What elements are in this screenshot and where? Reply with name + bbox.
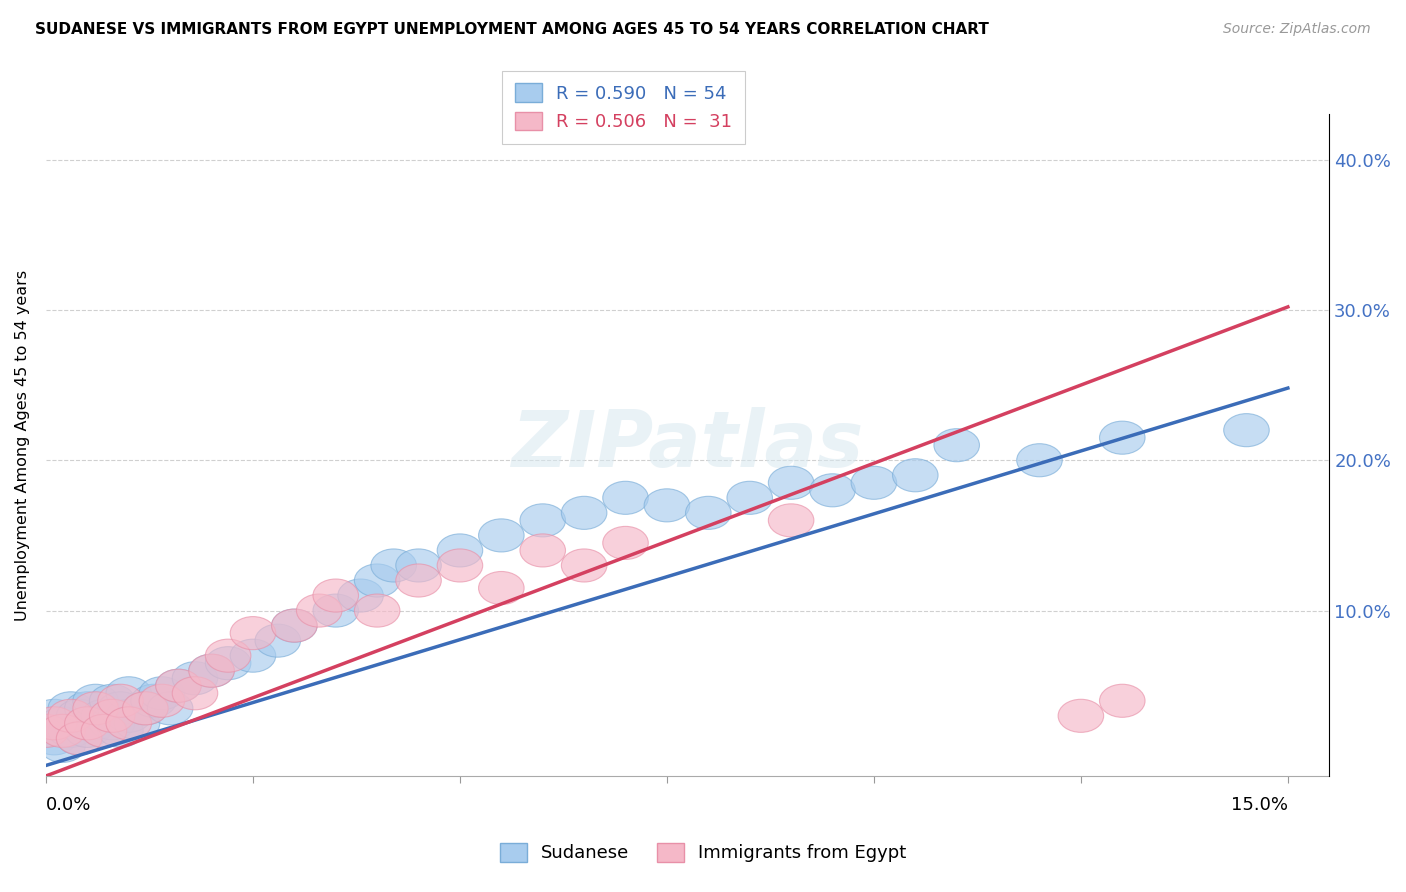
Legend: Sudanese, Immigrants from Egypt: Sudanese, Immigrants from Egypt [492, 836, 914, 870]
Text: 15.0%: 15.0% [1230, 796, 1288, 814]
Text: ZIPatlas: ZIPatlas [512, 407, 863, 483]
Text: Source: ZipAtlas.com: Source: ZipAtlas.com [1223, 22, 1371, 37]
Text: 0.0%: 0.0% [46, 796, 91, 814]
Text: SUDANESE VS IMMIGRANTS FROM EGYPT UNEMPLOYMENT AMONG AGES 45 TO 54 YEARS CORRELA: SUDANESE VS IMMIGRANTS FROM EGYPT UNEMPL… [35, 22, 988, 37]
Legend: R = 0.590   N = 54, R = 0.506   N =  31: R = 0.590 N = 54, R = 0.506 N = 31 [502, 70, 745, 144]
Y-axis label: Unemployment Among Ages 45 to 54 years: Unemployment Among Ages 45 to 54 years [15, 269, 30, 621]
